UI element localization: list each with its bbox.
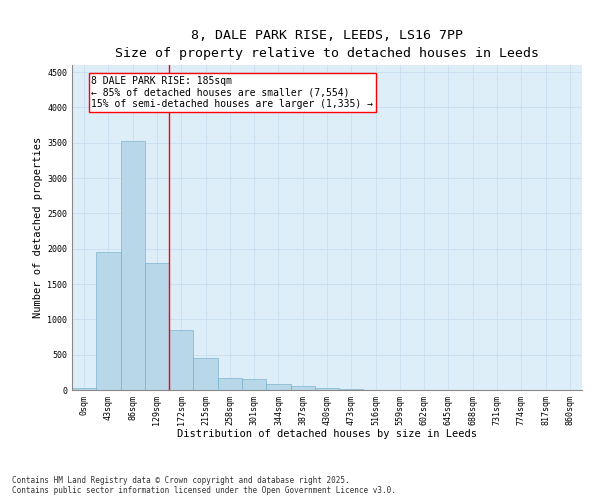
Bar: [315, 388, 339, 390]
Bar: [266, 384, 290, 390]
Bar: [169, 330, 193, 390]
Bar: [72, 388, 96, 390]
X-axis label: Distribution of detached houses by size in Leeds: Distribution of detached houses by size …: [177, 429, 477, 439]
Bar: [145, 263, 169, 390]
Bar: [121, 142, 145, 390]
Bar: [218, 378, 242, 390]
Bar: [96, 252, 121, 390]
Bar: [339, 389, 364, 390]
Bar: [290, 386, 315, 390]
Text: 8 DALE PARK RISE: 185sqm
← 85% of detached houses are smaller (7,554)
15% of sem: 8 DALE PARK RISE: 185sqm ← 85% of detach…: [91, 76, 373, 109]
Title: 8, DALE PARK RISE, LEEDS, LS16 7PP
Size of property relative to detached houses : 8, DALE PARK RISE, LEEDS, LS16 7PP Size …: [115, 28, 539, 60]
Bar: [193, 358, 218, 390]
Y-axis label: Number of detached properties: Number of detached properties: [33, 137, 43, 318]
Text: Contains HM Land Registry data © Crown copyright and database right 2025.
Contai: Contains HM Land Registry data © Crown c…: [12, 476, 396, 495]
Bar: [242, 379, 266, 390]
